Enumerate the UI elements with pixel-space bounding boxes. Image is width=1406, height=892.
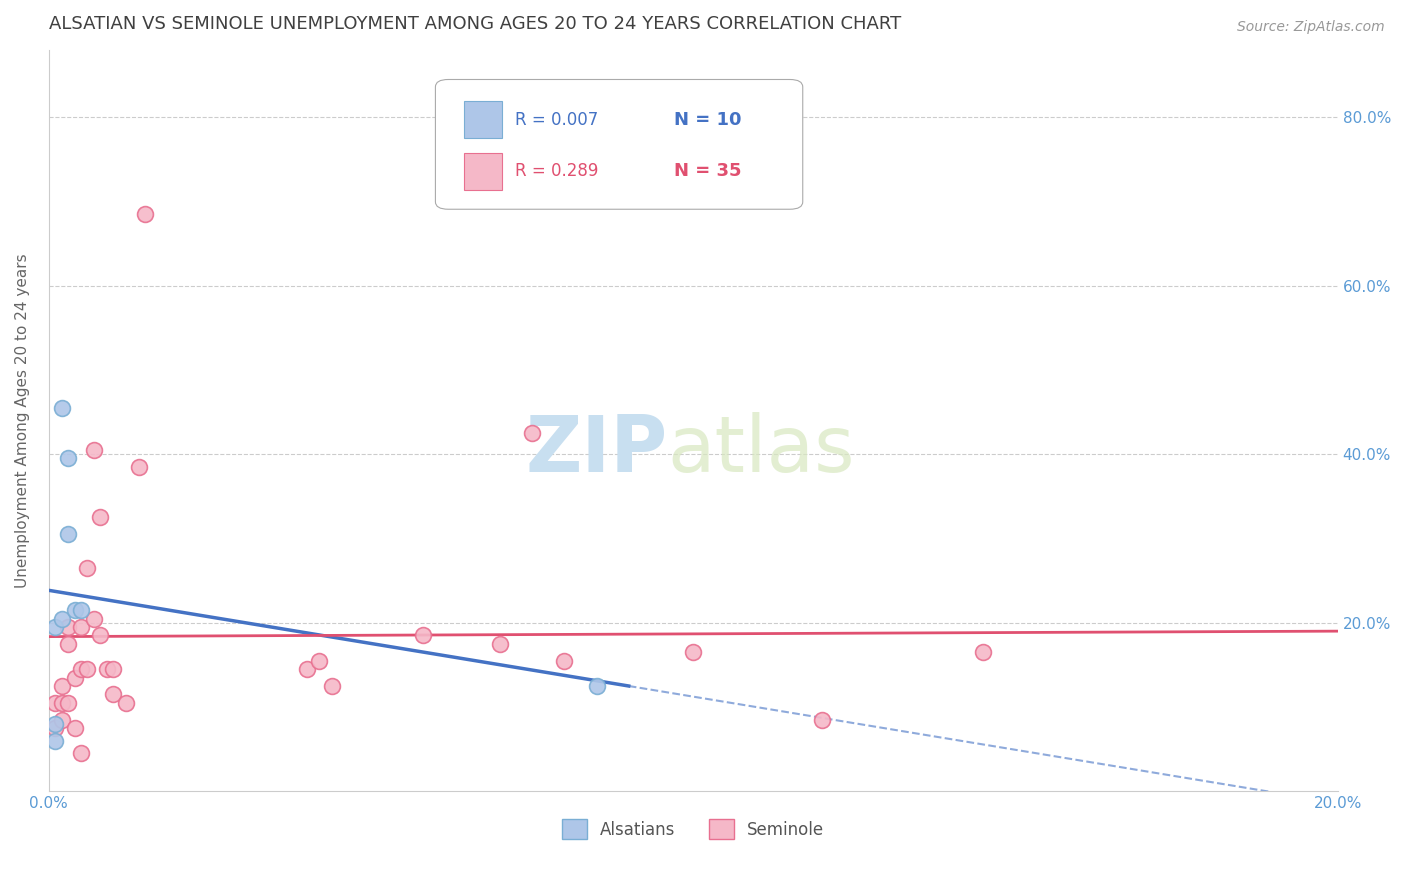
Text: R = 0.289: R = 0.289	[516, 162, 599, 180]
Point	[103, 687, 125, 701]
Text: Source: ZipAtlas.com: Source: ZipAtlas.com	[1237, 20, 1385, 34]
Point	[63, 671, 86, 685]
Point	[51, 401, 73, 415]
Point	[308, 654, 330, 668]
FancyBboxPatch shape	[464, 153, 502, 190]
Point	[83, 611, 105, 625]
Point	[83, 443, 105, 458]
Legend: Alsatians, Seminole: Alsatians, Seminole	[555, 813, 831, 846]
Text: ZIP: ZIP	[526, 412, 668, 488]
Point	[321, 679, 343, 693]
Text: ALSATIAN VS SEMINOLE UNEMPLOYMENT AMONG AGES 20 TO 24 YEARS CORRELATION CHART: ALSATIAN VS SEMINOLE UNEMPLOYMENT AMONG …	[49, 15, 901, 33]
Point	[134, 207, 156, 221]
Point	[553, 654, 575, 668]
Point	[295, 662, 318, 676]
Point	[44, 733, 66, 747]
Point	[56, 637, 79, 651]
Point	[811, 713, 834, 727]
Point	[76, 662, 98, 676]
Point	[115, 696, 138, 710]
Point	[51, 611, 73, 625]
Text: atlas: atlas	[668, 412, 855, 488]
Point	[63, 721, 86, 735]
Point	[63, 603, 86, 617]
Point	[70, 662, 93, 676]
Text: N = 35: N = 35	[673, 162, 741, 180]
Point	[44, 620, 66, 634]
Point	[972, 645, 994, 659]
Point	[682, 645, 704, 659]
Text: R = 0.007: R = 0.007	[516, 111, 599, 128]
Point	[89, 510, 111, 524]
Point	[44, 721, 66, 735]
Point	[56, 451, 79, 466]
Point	[489, 637, 512, 651]
Point	[96, 662, 118, 676]
Point	[56, 696, 79, 710]
Point	[412, 628, 434, 642]
FancyBboxPatch shape	[464, 101, 502, 138]
Point	[128, 459, 150, 474]
Point	[44, 717, 66, 731]
Y-axis label: Unemployment Among Ages 20 to 24 years: Unemployment Among Ages 20 to 24 years	[15, 253, 30, 588]
Point	[51, 713, 73, 727]
Point	[70, 620, 93, 634]
Point	[76, 561, 98, 575]
Text: N = 10: N = 10	[673, 111, 741, 128]
Point	[56, 527, 79, 541]
Point	[70, 747, 93, 761]
Point	[520, 426, 543, 441]
Point	[56, 620, 79, 634]
Point	[70, 603, 93, 617]
Point	[585, 679, 607, 693]
Point	[44, 696, 66, 710]
Point	[51, 679, 73, 693]
FancyBboxPatch shape	[436, 79, 803, 210]
Point	[89, 628, 111, 642]
Point	[51, 696, 73, 710]
Point	[103, 662, 125, 676]
